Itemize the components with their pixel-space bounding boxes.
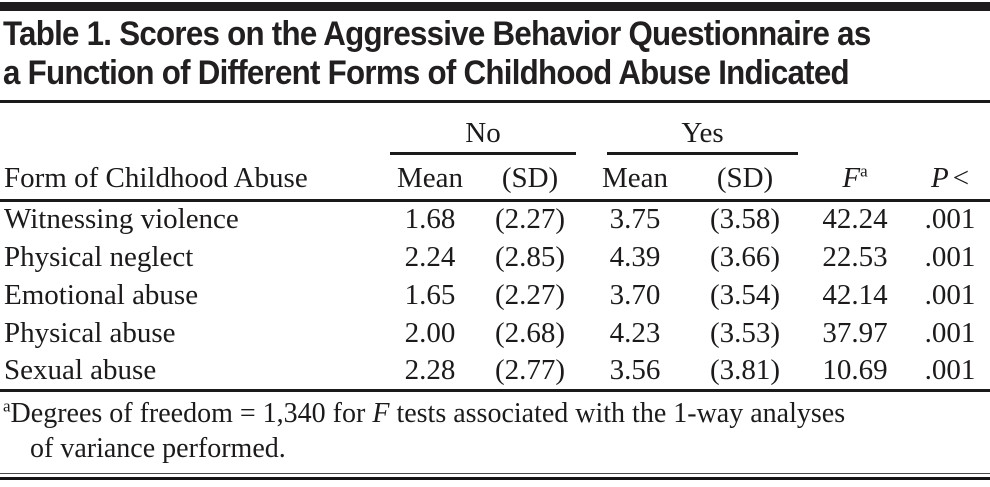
footnote-f-symbol: F: [372, 398, 390, 429]
title-divider-rule: [0, 100, 990, 103]
f-symbol: F: [842, 161, 861, 194]
empty-spanner-cell: [0, 103, 380, 155]
table-title-line2: a Function of Different Forms of Childho…: [3, 54, 850, 92]
table-row: Physical abuse 2.00 (2.68) 4.23 (3.53) 3…: [0, 314, 990, 352]
cell-no-mean: 1.68: [404, 203, 456, 236]
header-yes-mean: Mean: [580, 155, 691, 202]
column-header-row: Form of Childhood Abuse Mean (SD) Mean (…: [0, 155, 990, 202]
cell-yes-sd: (3.53): [709, 316, 781, 349]
yes-group-cell: Yes: [580, 103, 800, 155]
header-form-of-abuse: Form of Childhood Abuse: [0, 155, 380, 202]
header-f-statistic: Fa: [800, 155, 911, 202]
cell-abuse-form: Physical abuse: [4, 316, 176, 349]
header-p-value: P <: [910, 155, 990, 202]
cell-yes-sd: (3.54): [709, 278, 781, 311]
cell-yes-mean: 3.70: [609, 278, 661, 311]
footnote-text-pre: Degrees of freedom = 1,340 for: [10, 398, 373, 429]
cell-yes-mean: 4.39: [609, 240, 661, 273]
cell-yes-mean: 4.23: [609, 316, 661, 349]
cell-no-sd: (2.27): [494, 278, 566, 311]
cell-no-mean: 1.65: [404, 278, 456, 311]
cell-no-sd: (2.27): [494, 203, 566, 236]
no-group-label: No: [390, 117, 577, 155]
header-no-mean: Mean: [380, 155, 480, 202]
cell-no-sd: (2.85): [494, 240, 566, 273]
cell-p-value: .001: [924, 316, 976, 349]
cell-abuse-form: Sexual abuse: [0, 352, 380, 392]
cell-no-sd: (2.77): [480, 352, 581, 392]
cell-abuse-form: Physical neglect: [4, 240, 194, 273]
p-symbol: P: [930, 161, 949, 194]
table-footnote: aDegrees of freedom = 1,340 for F tests …: [3, 396, 987, 466]
cell-yes-sd: (3.66): [709, 240, 781, 273]
f-footnote-marker: a: [860, 160, 868, 180]
statistics-table: No Yes Form of Childhood Abuse Mean (SD)…: [0, 103, 990, 392]
footnote-line1: aDegrees of freedom = 1,340 for F tests …: [3, 396, 987, 431]
cell-p-value: .001: [924, 240, 976, 273]
yes-group-label: Yes: [607, 117, 799, 155]
cell-p-value: .001: [910, 352, 990, 392]
column-group-row: No Yes: [0, 103, 990, 155]
cell-yes-sd: (3.81): [690, 352, 801, 392]
cell-no-mean: 2.28: [380, 352, 480, 392]
table-title: Table 1. Scores on the Aggressive Behavi…: [3, 15, 871, 93]
less-than-sign: <: [952, 161, 970, 194]
empty-spanner-cell-p: [910, 103, 990, 155]
cell-yes-mean: 3.56: [580, 352, 691, 392]
cell-no-mean: 2.24: [404, 240, 456, 273]
cell-p-value: .001: [924, 203, 976, 236]
cell-no-sd: (2.68): [494, 316, 566, 349]
cell-abuse-form: Witnessing violence: [4, 203, 239, 236]
cell-f-value: 10.69: [800, 352, 911, 392]
table-title-line1: Table 1. Scores on the Aggressive Behavi…: [3, 15, 871, 53]
header-yes-sd: (SD): [690, 155, 801, 202]
table-row: Witnessing violence 1.68 (2.27) 3.75 (3.…: [0, 200, 990, 238]
table-row: Physical neglect 2.24 (2.85) 4.39 (3.66)…: [0, 238, 990, 276]
no-group-cell: No: [380, 103, 580, 155]
cell-p-value: .001: [924, 278, 976, 311]
top-rule-bar: [0, 2, 990, 11]
cell-abuse-form: Emotional abuse: [4, 278, 199, 311]
cell-no-mean: 2.00: [404, 316, 456, 349]
table-row: Sexual abuse 2.28 (2.77) 3.56 (3.81) 10.…: [0, 352, 990, 392]
table-row: Emotional abuse 1.65 (2.27) 3.70 (3.54) …: [0, 276, 990, 314]
cell-f-value: 22.53: [822, 240, 888, 273]
cell-yes-mean: 3.75: [609, 203, 661, 236]
footnote-marker: a: [3, 396, 11, 416]
cell-f-value: 37.97: [822, 316, 888, 349]
footnote-line2: of variance performed.: [30, 433, 286, 464]
header-no-sd: (SD): [480, 155, 581, 202]
cell-yes-sd: (3.58): [709, 203, 781, 236]
cell-f-value: 42.24: [822, 203, 888, 236]
cell-f-value: 42.14: [822, 278, 888, 311]
empty-spanner-cell-f: [800, 103, 910, 155]
footnote-text-post: tests associated with the 1-way analyses: [389, 398, 846, 429]
bottom-double-rule: [0, 473, 990, 480]
